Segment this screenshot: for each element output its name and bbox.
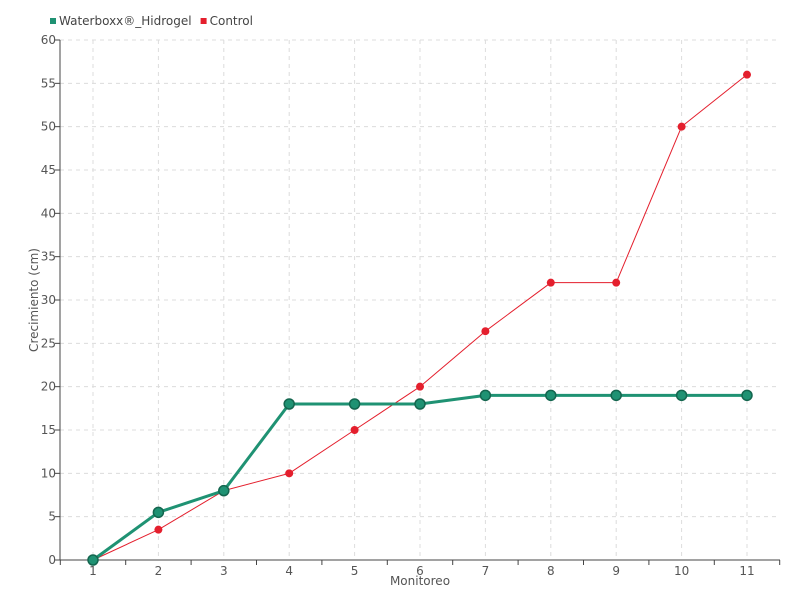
y-tick-label: 60 (41, 33, 56, 47)
y-tick-label: 0 (48, 553, 56, 567)
x-tick-label: 3 (220, 564, 228, 578)
data-point-waterboxx[interactable] (218, 484, 230, 497)
x-tick-label: 9 (612, 564, 620, 578)
x-tick-label: 1 (89, 564, 97, 578)
data-point-control[interactable] (612, 278, 621, 287)
x-tick-label: 5 (351, 564, 359, 578)
data-point-control[interactable] (350, 426, 359, 434)
data-point-control[interactable] (285, 469, 294, 478)
data-point-waterboxx[interactable] (348, 398, 361, 410)
data-point-waterboxx[interactable] (610, 389, 622, 402)
y-tick-label: 10 (41, 466, 56, 480)
data-point-control[interactable] (416, 382, 424, 391)
x-tick-label: 4 (285, 564, 293, 578)
y-tick-label: 35 (41, 250, 56, 264)
series-line-waterboxx (92, 393, 747, 562)
data-point-control[interactable] (743, 70, 751, 79)
x-tick-label: 11 (739, 564, 754, 578)
data-point-waterboxx[interactable] (87, 554, 99, 566)
data-point-waterboxx[interactable] (545, 389, 557, 402)
x-tick-label: 8 (547, 564, 555, 578)
legend-label-waterboxx[interactable]: Waterboxx®_Hidrogel (59, 14, 192, 28)
grid (60, 39, 780, 560)
data-point-waterboxx[interactable] (414, 398, 426, 410)
legend-swatch-control (200, 18, 207, 24)
data-point-control[interactable] (677, 122, 686, 131)
data-point-waterboxx[interactable] (479, 389, 492, 402)
y-tick-label: 40 (41, 206, 56, 220)
y-tick-label: 25 (41, 336, 56, 350)
x-tick-label: 6 (416, 564, 424, 578)
series-layer (87, 70, 753, 566)
legend[interactable]: Waterboxx®_Hidrogel Control (50, 14, 253, 28)
data-point-control[interactable] (481, 327, 490, 336)
y-axis-title: Crecimiento (cm) (27, 248, 41, 352)
legend-label-control[interactable]: Control (210, 14, 253, 28)
y-tick-label: 20 (41, 380, 56, 394)
data-point-control[interactable] (154, 525, 163, 534)
y-tick-label: 45 (41, 163, 56, 177)
legend-swatch-waterboxx (50, 18, 56, 24)
data-point-control[interactable] (546, 278, 555, 287)
x-tick-label: 2 (155, 564, 163, 578)
y-tick-label: 5 (48, 510, 56, 524)
x-axis-title: Monitoreo (390, 574, 450, 588)
y-tick-label: 15 (41, 423, 56, 437)
data-point-waterboxx[interactable] (741, 389, 753, 402)
x-tick-label: 7 (482, 564, 490, 578)
data-point-waterboxx[interactable] (152, 506, 165, 519)
x-tick-label: 10 (674, 564, 689, 578)
y-tick-label: 55 (41, 76, 56, 90)
data-point-waterboxx[interactable] (283, 398, 295, 410)
y-tick-label: 50 (41, 120, 56, 134)
data-point-waterboxx[interactable] (675, 389, 688, 402)
y-tick-label: 30 (41, 293, 56, 307)
